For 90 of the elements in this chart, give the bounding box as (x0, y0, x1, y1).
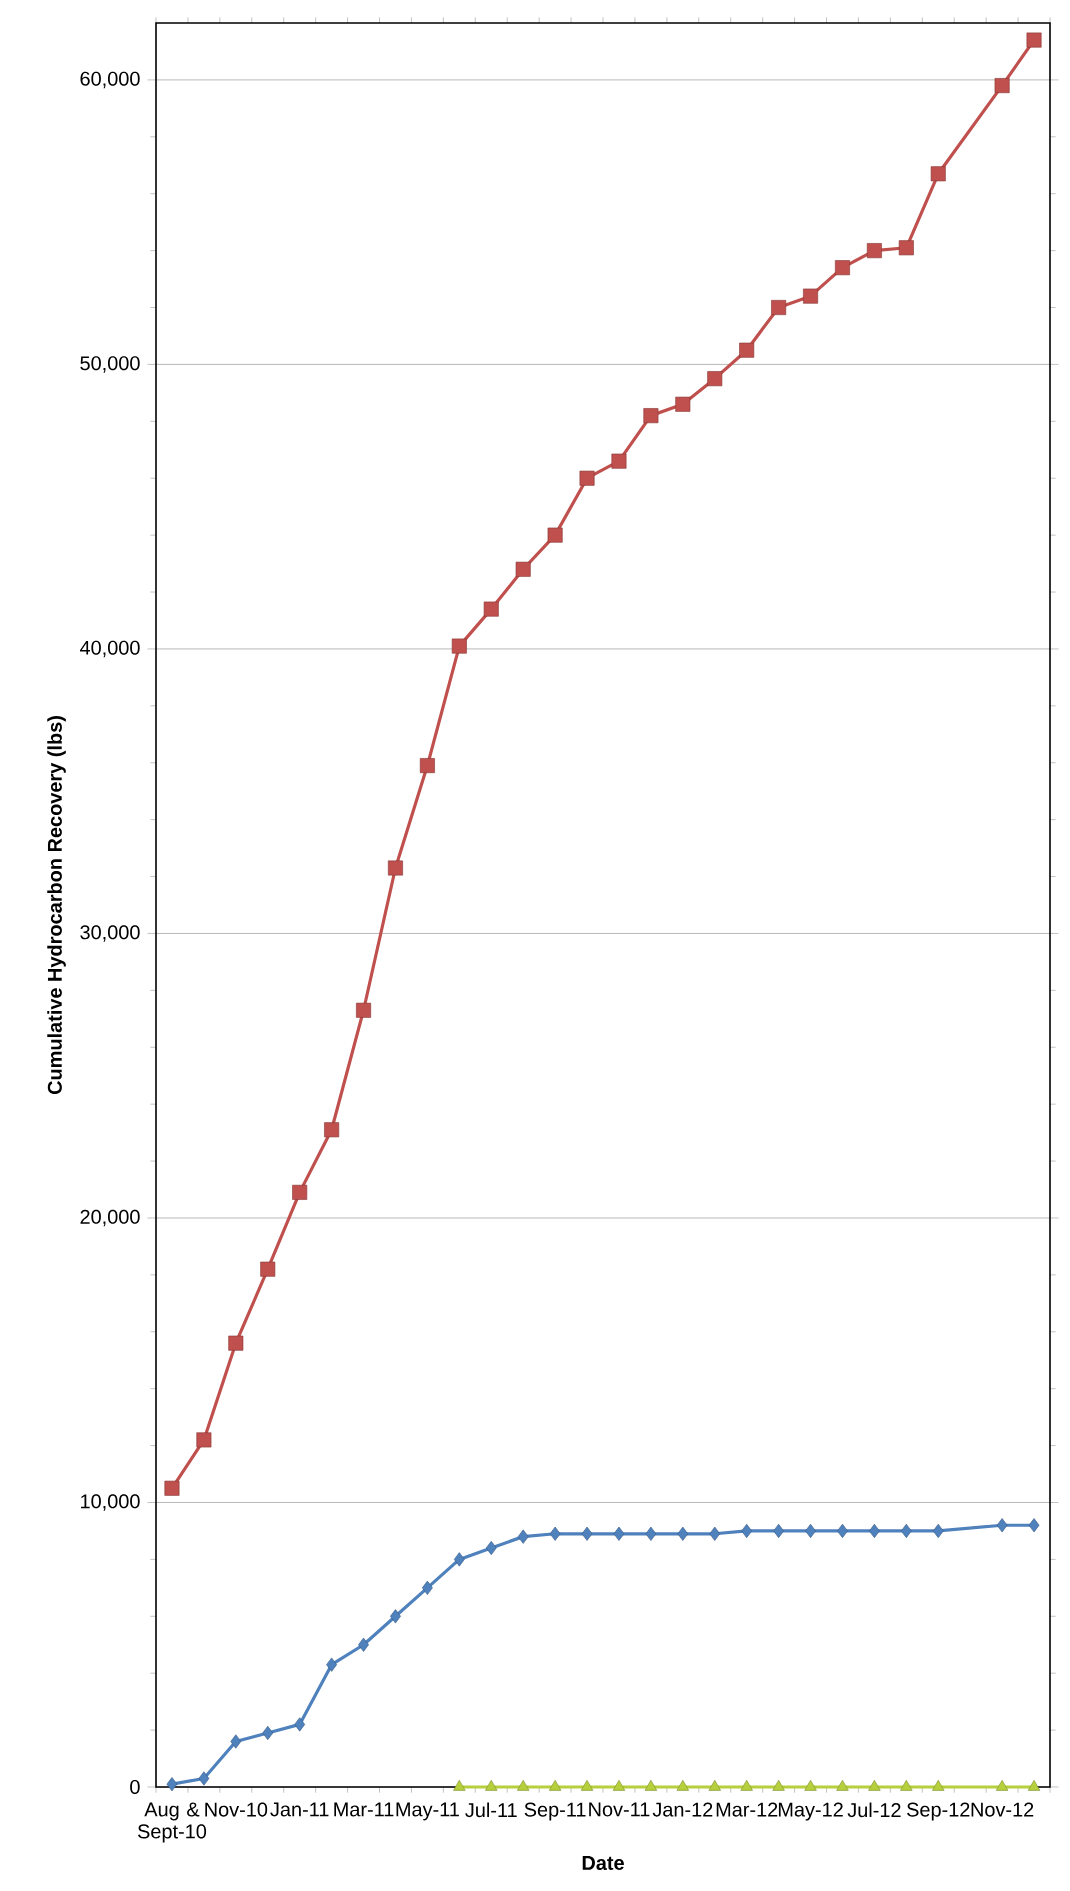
point (866, 243, 882, 259)
point (835, 260, 850, 276)
x-tick-label: Mar-11 (334, 1802, 394, 1817)
y-tick-label: 40,000 (79, 640, 140, 658)
x-tick-label: Jul-12 (847, 1802, 901, 1818)
y-axis-title: Cumulative Hydrocarbon Recovery (lbs) (47, 716, 66, 1095)
point (995, 1779, 1009, 1791)
point (996, 1518, 1008, 1533)
point (358, 1637, 369, 1652)
point (419, 758, 435, 774)
x-tick-label: Jul-11 (465, 1802, 517, 1818)
point (709, 1526, 721, 1541)
point (581, 1526, 593, 1541)
point (196, 1432, 212, 1448)
point (485, 1540, 497, 1556)
point (644, 1779, 658, 1791)
point (483, 601, 499, 617)
y-tick-label: 30,000 (80, 925, 140, 942)
point (803, 288, 819, 304)
y-tick-label: 50,000 (80, 356, 140, 373)
point (580, 1779, 594, 1791)
point (517, 1779, 530, 1791)
point (612, 1779, 626, 1791)
y-tick-label: 10,000 (81, 1494, 140, 1511)
x-tick-label: Nov-10 (205, 1802, 268, 1817)
point (422, 1580, 433, 1595)
point (613, 1526, 625, 1541)
x-tick-label: Jan-11 (270, 1802, 329, 1817)
point (611, 453, 627, 469)
point (1028, 1518, 1040, 1533)
x-tick-label: Nov-11 (589, 1802, 650, 1817)
point (771, 300, 787, 315)
point (166, 1777, 178, 1792)
x-tick-label: May-12 (778, 1802, 843, 1821)
point (898, 240, 914, 256)
point (1027, 1779, 1041, 1791)
point (292, 1184, 308, 1200)
point (1026, 32, 1042, 48)
x-tick-label: Nov-12 (971, 1802, 1034, 1817)
point (900, 1523, 912, 1539)
x-tick-label: Sep-12 (907, 1802, 970, 1821)
point (645, 1526, 657, 1541)
point (739, 342, 755, 358)
point (676, 1779, 689, 1791)
point (549, 1526, 561, 1541)
point (515, 561, 531, 577)
point (230, 1734, 242, 1749)
point (547, 527, 563, 543)
point (932, 1523, 944, 1539)
point (930, 166, 946, 182)
point (198, 1771, 210, 1786)
point (390, 1609, 401, 1624)
point (262, 1725, 274, 1741)
point (294, 1717, 306, 1732)
x-axis-title: Date (582, 1856, 624, 1870)
point (994, 78, 1010, 94)
x-tick-label: May-11 (396, 1802, 459, 1821)
point (772, 1779, 785, 1791)
point (324, 1122, 340, 1138)
point (868, 1779, 881, 1791)
point (675, 396, 691, 412)
point (932, 1779, 945, 1791)
point (900, 1779, 913, 1791)
point (707, 371, 723, 387)
point (485, 1779, 498, 1791)
point (451, 638, 467, 654)
point (453, 1552, 465, 1567)
x-tick-label: Mar-12 (716, 1802, 778, 1817)
point (548, 1779, 562, 1791)
point (260, 1261, 276, 1277)
x-tick-label: Sep-11 (524, 1802, 586, 1821)
point (387, 860, 403, 876)
y-tick-label: 20,000 (80, 1209, 140, 1227)
y-tick-label: 60,000 (80, 71, 140, 89)
point (804, 1779, 817, 1791)
point (836, 1779, 849, 1791)
point (677, 1526, 689, 1541)
point (164, 1480, 180, 1496)
point (708, 1779, 721, 1791)
point (356, 1002, 372, 1018)
x-tick-label: Jan-12 (652, 1802, 713, 1817)
point (740, 1779, 753, 1791)
point (579, 470, 595, 486)
point (453, 1779, 466, 1791)
point (228, 1335, 244, 1351)
point (326, 1657, 337, 1672)
point (643, 408, 659, 424)
point (741, 1523, 753, 1539)
y-tick-label: 0 (130, 1779, 140, 1795)
point (517, 1529, 529, 1544)
